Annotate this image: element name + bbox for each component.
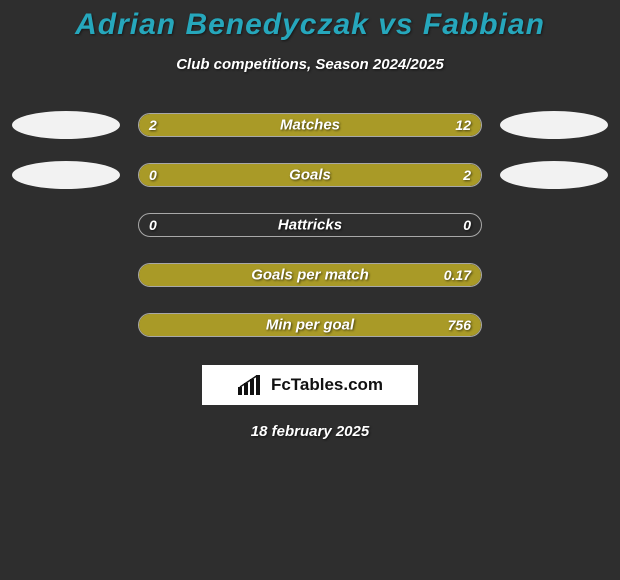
- stat-value-left: 0: [149, 217, 157, 233]
- stat-bar: 0 0Hattricks: [138, 213, 482, 237]
- bars-icon: [237, 375, 265, 395]
- bar-fill-right: [139, 164, 481, 186]
- logo-text: FcTables.com: [271, 375, 383, 395]
- bar-fill-left: [139, 114, 187, 136]
- stat-row: 212Matches: [0, 111, 620, 139]
- page-title: Adrian Benedyczak vs Fabbian: [0, 8, 620, 42]
- player-ellipse-left: [12, 161, 120, 189]
- stat-bar: 212Matches: [138, 113, 482, 137]
- logo-box: FcTables.com: [202, 365, 418, 405]
- stat-row: 0 0Hattricks: [0, 211, 620, 239]
- stat-row: 756Min per goal: [0, 311, 620, 339]
- stat-row: 0.17Goals per match: [0, 261, 620, 289]
- stat-bar: 02Goals: [138, 163, 482, 187]
- subtitle: Club competitions, Season 2024/2025: [0, 56, 620, 73]
- bar-fill-right: [139, 264, 481, 286]
- stat-label: Hattricks: [139, 217, 481, 234]
- stat-bar: 0.17Goals per match: [138, 263, 482, 287]
- stats-rows: 212Matches 02Goals 0 0Hattricks 0.17Goals pe…: [0, 111, 620, 339]
- player-ellipse-left: [12, 111, 120, 139]
- bar-fill-right: [139, 314, 481, 336]
- player-ellipse-right: [500, 111, 608, 139]
- stat-row: 02Goals: [0, 161, 620, 189]
- player-ellipse-right: [500, 161, 608, 189]
- date-label: 18 february 2025: [0, 423, 620, 440]
- stat-bar: 756Min per goal: [138, 313, 482, 337]
- bar-fill-right: [187, 114, 481, 136]
- stat-value-right: 0: [463, 217, 471, 233]
